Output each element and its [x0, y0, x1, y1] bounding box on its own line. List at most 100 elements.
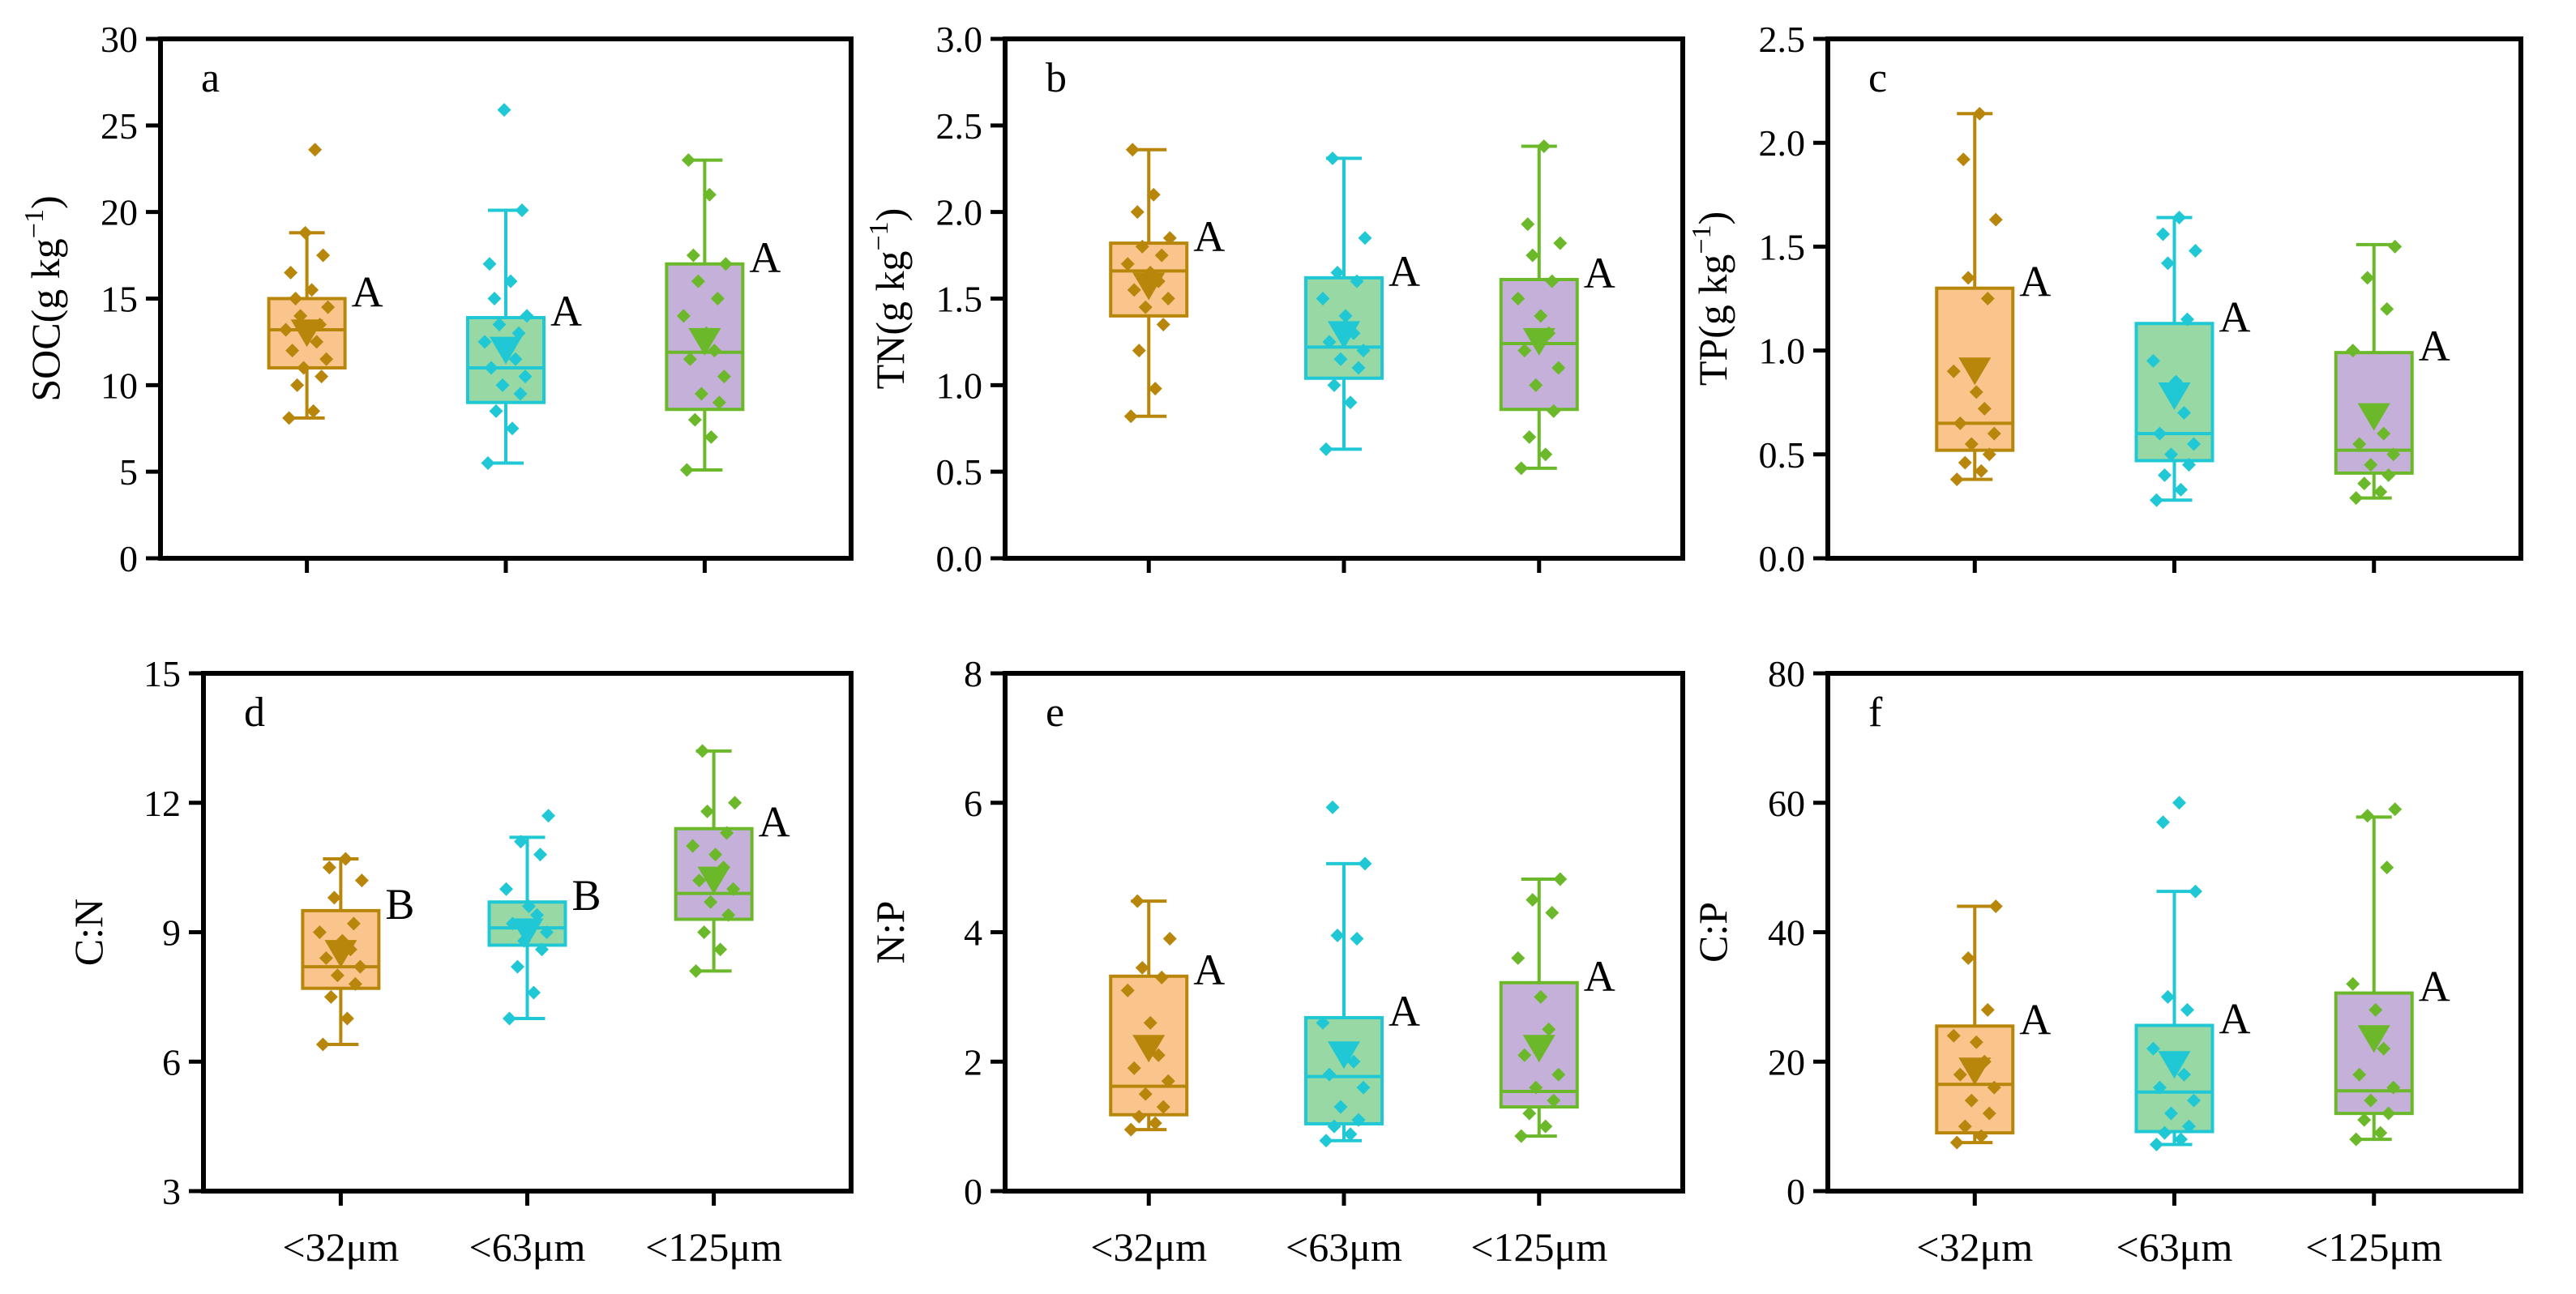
y-tick-label: 3 — [162, 1171, 181, 1212]
y-axis-label-text: TN(g kg — [867, 251, 913, 390]
y-tick-label: 30 — [101, 19, 138, 60]
data-point — [1132, 344, 1146, 358]
data-point — [2386, 447, 2401, 462]
y-axis-label: N:P — [867, 901, 913, 964]
data-point — [2381, 1106, 2396, 1121]
data-point — [514, 835, 528, 849]
mean-marker — [1132, 1035, 1166, 1063]
mean-marker — [490, 336, 522, 365]
data-point — [726, 882, 741, 896]
data-point — [2388, 802, 2403, 817]
significance-letter: B — [572, 871, 601, 920]
data-point — [2150, 1138, 2163, 1151]
significance-letter: A — [352, 268, 383, 317]
plot-frame — [1003, 36, 1685, 561]
data-point — [702, 187, 717, 202]
data-point — [1525, 893, 1540, 908]
data-point — [2377, 1041, 2391, 1056]
significance-letter: A — [1389, 247, 1420, 296]
panel-letter: a — [201, 55, 220, 101]
y-axis-label-text: C:N — [66, 899, 111, 966]
data-point — [306, 404, 321, 418]
data-point — [487, 292, 502, 305]
data-point — [2153, 1080, 2167, 1095]
data-point — [2187, 437, 2201, 451]
data-point — [2360, 271, 2375, 285]
data-point — [2364, 1093, 2378, 1108]
y-axis-label: C:P — [1690, 902, 1735, 963]
data-point — [2164, 1106, 2178, 1121]
data-point — [2373, 1125, 2388, 1140]
y-axis-label-text: TP(g kg — [1690, 254, 1735, 386]
data-point — [686, 839, 700, 853]
x-tick-label: <125μm — [645, 1224, 782, 1270]
data-point — [2373, 485, 2388, 499]
data-point — [676, 309, 691, 323]
data-point — [704, 895, 718, 909]
data-point — [489, 404, 503, 418]
plot-frame — [201, 671, 854, 1194]
data-point — [1956, 152, 1971, 167]
significance-letter: A — [1193, 946, 1225, 994]
box-group: A — [2334, 239, 2450, 506]
data-point — [503, 274, 518, 288]
y-tick-label: 9 — [162, 912, 181, 954]
data-point — [1521, 217, 1535, 232]
data-point — [2381, 468, 2396, 482]
box-iqr — [2334, 991, 2414, 1116]
panel-c: 0.0 0.5 1.0 1.5 2.0 2.5 TP(g kg−1) A A Ac — [1687, 19, 2523, 579]
data-point — [293, 309, 308, 323]
data-point — [520, 309, 534, 323]
box-group: A — [1499, 139, 1615, 476]
data-point — [2380, 301, 2394, 316]
data-point — [1120, 983, 1135, 997]
data-point — [1327, 378, 1341, 392]
mean-marker — [1522, 1035, 1555, 1063]
y-tick-label: 0 — [119, 538, 138, 579]
mean-marker — [688, 327, 721, 356]
data-point — [308, 143, 323, 157]
y-tick-label: 5 — [119, 451, 138, 493]
data-point — [1949, 1135, 1964, 1150]
data-point — [340, 1011, 354, 1026]
significance-letter: B — [385, 880, 414, 929]
data-point — [327, 890, 341, 905]
data-point — [1358, 856, 1372, 871]
data-point — [513, 386, 528, 401]
data-point — [2158, 468, 2172, 482]
data-point — [720, 826, 734, 840]
data-point — [708, 848, 723, 862]
data-point — [1148, 382, 1162, 396]
data-point — [495, 378, 510, 392]
x-tick-label: <32μm — [282, 1224, 399, 1270]
data-point — [285, 344, 300, 358]
y-axis-label-superscript: −1 — [1687, 224, 1717, 254]
data-point — [1964, 1093, 1979, 1108]
data-point — [1534, 989, 1548, 1004]
data-point — [1987, 426, 2001, 441]
data-point — [1964, 437, 1979, 451]
panel-letter: e — [1046, 690, 1064, 736]
data-point — [1358, 231, 1372, 246]
data-point — [2150, 493, 2163, 507]
significance-letter: A — [2419, 963, 2450, 1011]
box-group: A — [2134, 796, 2251, 1151]
data-point — [683, 352, 697, 366]
x-tick-label: <125μm — [1470, 1224, 1607, 1270]
data-point — [2189, 244, 2202, 258]
mean-marker — [1328, 321, 1360, 349]
data-point — [1138, 1087, 1153, 1101]
data-point — [1953, 416, 1967, 430]
data-point — [297, 361, 311, 375]
data-point — [2187, 1093, 2201, 1108]
data-point — [535, 942, 549, 957]
data-point — [694, 386, 708, 401]
data-point — [707, 344, 721, 358]
data-point — [2364, 458, 2378, 472]
panel-d: 3 6 9 12 15 <32μm <63μm <125μm C:N B B Ad — [66, 653, 854, 1270]
data-point — [315, 369, 329, 384]
data-point — [2346, 976, 2360, 991]
data-point — [533, 848, 547, 862]
data-point — [1525, 248, 1540, 263]
data-point — [1953, 1067, 1967, 1082]
